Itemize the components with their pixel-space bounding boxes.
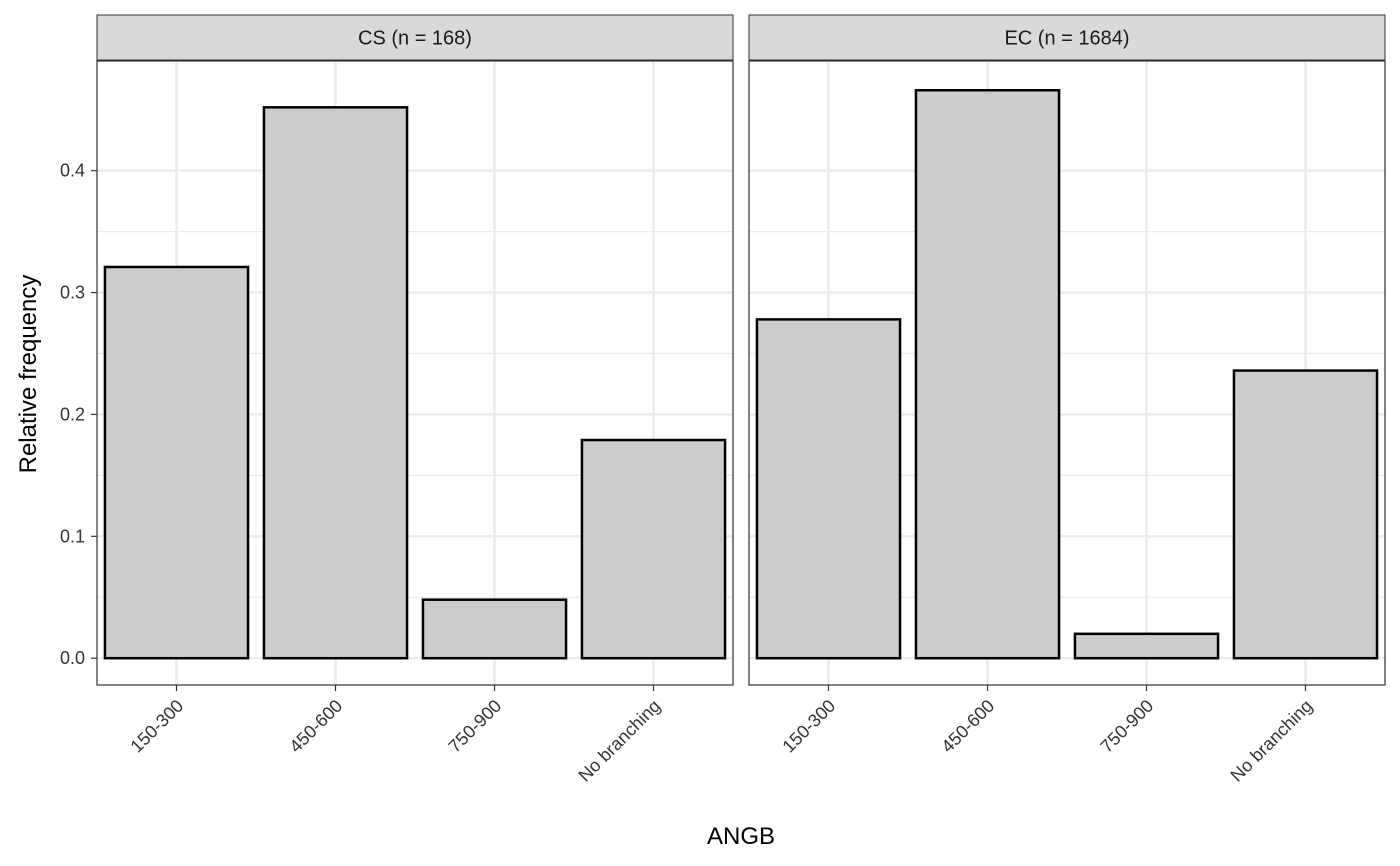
- x-tick-label: 750-900: [1096, 696, 1157, 757]
- x-axis-title: ANGB: [707, 823, 775, 850]
- y-axis-title: Relative frequency: [15, 275, 42, 474]
- x-tick-label: No branching: [574, 696, 664, 786]
- panel-border: [96, 60, 734, 686]
- x-tick-label: 450-600: [937, 696, 998, 757]
- x-tick-label: No branching: [1226, 696, 1316, 786]
- bar: [1232, 369, 1379, 660]
- bar: [421, 598, 568, 660]
- y-tick-label: 0.2: [60, 404, 85, 424]
- facet-strip: [748, 14, 1386, 61]
- bar: [262, 106, 409, 660]
- panel: CS (n = 168) 150-300 450-600 750-900 No bran…: [96, 14, 734, 786]
- y-tick-label: 0.1: [60, 526, 85, 546]
- bar: [1073, 632, 1220, 660]
- facet-strip-label: EC (n = 1684): [1004, 28, 1129, 50]
- facet-strip: [96, 14, 734, 61]
- x-tick-label: 450-600: [285, 696, 346, 757]
- y-axis: 0.0 0.1 0.2 0.3 0.4: [60, 161, 97, 668]
- bar: [755, 318, 902, 660]
- panel: EC (n = 1684) 150-300 450-600 750-900 No bra…: [748, 14, 1386, 786]
- bar: [580, 438, 727, 660]
- y-tick-label: 0.4: [60, 161, 85, 181]
- chart-panels: CS (n = 168) 150-300 450-600 750-900 No bran…: [96, 14, 1386, 786]
- x-tick-label: 750-900: [444, 696, 505, 757]
- y-tick-label: 0.0: [60, 648, 85, 668]
- bar: [103, 265, 250, 660]
- panel-border: [748, 60, 1386, 686]
- facet-strip-label: CS (n = 168): [358, 28, 472, 50]
- bar: [914, 89, 1061, 660]
- x-tick-label: 150-300: [126, 696, 187, 757]
- x-tick-label: 150-300: [778, 696, 839, 757]
- y-tick-label: 0.3: [60, 283, 85, 303]
